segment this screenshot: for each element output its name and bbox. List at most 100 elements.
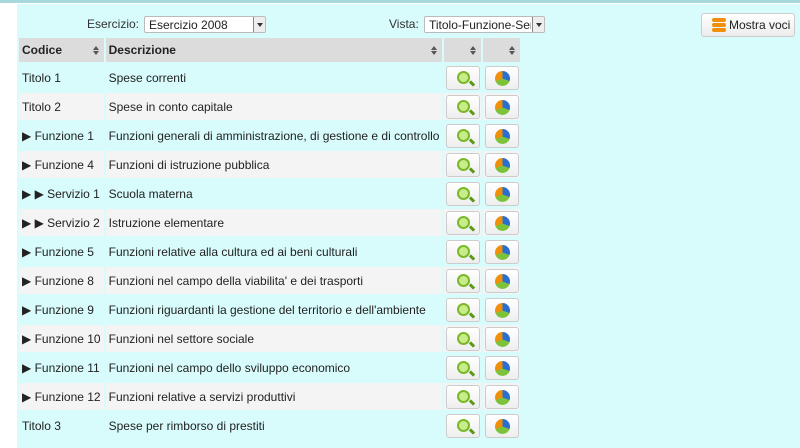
codice-cell: ▶ Funzione 9 [22, 302, 94, 317]
sort-icon [431, 46, 438, 55]
header-chart[interactable] [483, 38, 521, 62]
zoom-button[interactable] [445, 181, 480, 206]
zoom-in-icon [456, 302, 470, 316]
descrizione-cell: Funzioni nel settore sociale [105, 325, 443, 352]
chart-button[interactable] [484, 94, 519, 119]
codice-cell: ▶ Funzione 12 [19, 383, 104, 410]
pie-chart-icon [494, 186, 510, 202]
esercizio-select[interactable]: Esercizio 2008 [144, 16, 266, 33]
descrizione-cell: Spese in conto capitale [105, 93, 443, 120]
descrizione-cell: Spese per rimborso di prestiti [108, 418, 265, 433]
mostra-voci-button[interactable]: Mostra voci [701, 13, 795, 37]
codice-cell: ▶ ▶ Servizio 2 [19, 209, 104, 236]
zoom-button[interactable] [445, 413, 480, 438]
chart-button[interactable] [484, 181, 519, 206]
pie-chart-icon [494, 331, 510, 347]
zoom-in-icon [456, 360, 470, 374]
zoom-in-icon [456, 331, 470, 345]
chart-button[interactable] [484, 413, 519, 438]
chart-button[interactable] [484, 326, 519, 351]
vista-select[interactable]: Titolo-Funzione-Servi [424, 16, 545, 33]
codice-cell: ▶ Funzione 5 [22, 244, 94, 259]
zoom-button[interactable] [445, 94, 480, 119]
zoom-in-icon [456, 215, 470, 229]
pie-chart-icon [494, 99, 510, 115]
descrizione-cell: Funzioni nel campo della viabilita' e de… [105, 267, 443, 294]
zoom-button[interactable] [445, 123, 480, 148]
pie-chart-icon [494, 157, 510, 173]
table-row: Titolo 2 Spese in conto capitale [19, 93, 521, 120]
zoom-in-icon [456, 244, 470, 258]
pie-chart-icon [494, 70, 510, 86]
table-row: ▶ ▶ Servizio 1 Scuola materna [19, 180, 520, 207]
esercizio-value: Esercizio 2008 [149, 18, 228, 32]
codice-cell: ▶ Funzione 10 [19, 325, 104, 352]
codice-cell: Titolo 3 [22, 418, 61, 433]
descrizione-cell: Funzioni generali di amministrazione, di… [108, 128, 440, 143]
chart-button[interactable] [484, 210, 519, 235]
table-row: ▶ Funzione 8 Funzioni nel campo della vi… [19, 267, 521, 294]
descrizione-cell: Istruzione elementare [105, 209, 443, 236]
mostra-voci-label: Mostra voci [729, 18, 791, 32]
pie-chart-icon [494, 418, 510, 434]
zoom-button[interactable] [445, 297, 480, 322]
chart-button[interactable] [484, 239, 519, 264]
chart-button[interactable] [484, 152, 519, 177]
descrizione-cell: Spese correnti [108, 70, 186, 85]
codice-cell: ▶ ▶ Servizio 1 [22, 186, 100, 201]
pie-chart-icon [494, 360, 510, 376]
pie-chart-icon [494, 128, 510, 144]
pie-chart-icon [494, 273, 510, 289]
chart-button[interactable] [484, 297, 519, 322]
table-row: Titolo 3 Spese per rimborso di prestiti [19, 412, 520, 439]
header-codice[interactable]: Codice [19, 38, 104, 62]
table-row: ▶ Funzione 5 Funzioni relative alla cult… [19, 238, 520, 265]
zoom-in-icon [456, 157, 470, 171]
vista-label: Vista: [389, 17, 419, 31]
zoom-button[interactable] [445, 239, 480, 264]
vista-value: Titolo-Funzione-Servi [429, 18, 531, 32]
chart-button[interactable] [484, 123, 519, 148]
header-descrizione[interactable]: Descrizione [105, 38, 443, 62]
table-row: ▶ Funzione 12 Funzioni relative a serviz… [19, 383, 521, 410]
descrizione-cell: Funzioni relative alla cultura ed ai ben… [108, 244, 358, 259]
chart-button[interactable] [484, 65, 519, 90]
main-panel: Esercizio: Esercizio 2008 Vista: Titolo-… [17, 4, 800, 448]
table-row: ▶ Funzione 9 Funzioni riguardanti la ges… [19, 296, 520, 323]
zoom-button[interactable] [445, 384, 480, 409]
codice-cell: ▶ Funzione 11 [22, 360, 100, 375]
zoom-button[interactable] [445, 355, 480, 380]
pie-chart-icon [494, 389, 510, 405]
table-row: ▶ Funzione 4 Funzioni di istruzione pubb… [19, 151, 521, 178]
table-row: ▶ Funzione 10 Funzioni nel settore socia… [19, 325, 521, 352]
pie-chart-icon [494, 215, 510, 231]
table-row: ▶ ▶ Servizio 2 Istruzione elementare [19, 209, 521, 236]
table-row: ▶ Funzione 1 Funzioni generali di ammini… [19, 122, 520, 149]
zoom-button[interactable] [445, 210, 480, 235]
esercizio-label: Esercizio: [87, 17, 140, 31]
zoom-button[interactable] [445, 268, 480, 293]
header-zoom[interactable] [444, 38, 482, 62]
codice-cell: Titolo 2 [19, 93, 104, 120]
table-row: ▶ Funzione 11 Funzioni nel campo dello s… [19, 354, 520, 381]
pie-chart-icon [494, 302, 510, 318]
zoom-in-icon [456, 99, 470, 113]
sort-icon [470, 46, 477, 55]
zoom-button[interactable] [445, 326, 480, 351]
codice-cell: ▶ Funzione 4 [19, 151, 104, 178]
descrizione-cell: Funzioni di istruzione pubblica [105, 151, 443, 178]
sort-icon [92, 46, 99, 55]
chevron-down-icon [253, 17, 265, 32]
zoom-in-icon [456, 128, 470, 142]
chart-button[interactable] [484, 355, 519, 380]
descrizione-cell: Funzioni relative a servizi produttivi [105, 383, 443, 410]
chart-button[interactable] [484, 268, 519, 293]
sort-icon [509, 46, 516, 55]
chevron-down-icon [532, 17, 544, 32]
zoom-in-icon [456, 273, 470, 287]
zoom-button[interactable] [445, 65, 480, 90]
zoom-button[interactable] [445, 152, 480, 177]
chart-button[interactable] [484, 384, 519, 409]
filters-bar: Esercizio: Esercizio 2008 Vista: Titolo-… [17, 10, 800, 37]
zoom-in-icon [456, 418, 470, 432]
